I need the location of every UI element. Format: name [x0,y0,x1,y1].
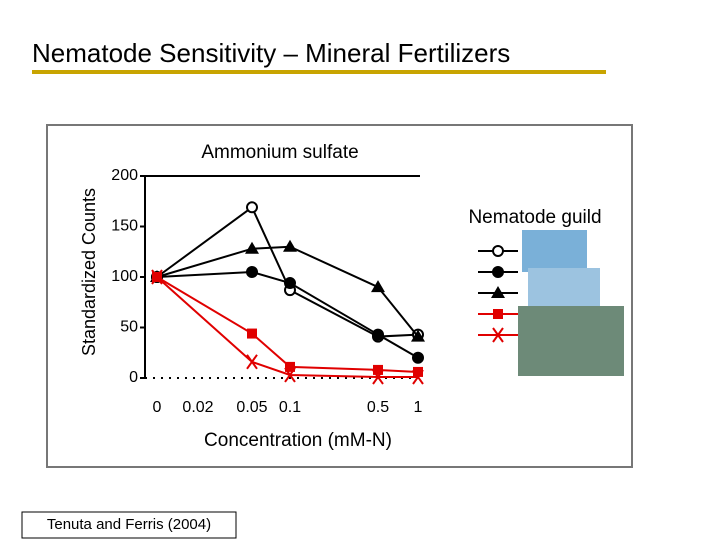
marker [492,266,504,278]
source-box [21,511,237,539]
marker [492,245,504,257]
marker [492,327,504,343]
marker [372,328,384,341]
y-tick-label: 50 [120,319,138,336]
marker [284,277,296,290]
x-tick-label: 1 [414,399,423,416]
y-tick-label: 200 [111,167,138,184]
nematode-image [518,306,624,376]
marker [411,329,425,342]
source: Tenuta and Ferris (2004) [47,516,211,533]
nematode-image [528,268,600,306]
marker [246,354,258,370]
marker [284,367,296,383]
marker [372,369,384,385]
marker [413,366,423,377]
x-tick-label: 0.05 [236,399,267,416]
y-tick-label: 0 [129,369,138,386]
x-tick-label: 0.02 [182,399,213,416]
marker [246,265,258,278]
marker [246,201,258,214]
x-tick-label: 0.5 [367,399,389,416]
marker [412,369,424,385]
y-axis-label: Standardized Counts [79,188,99,356]
marker [285,361,295,372]
marker [245,241,259,254]
chart-title: Nematode Sensitivity – Mineral Fertilize… [32,38,510,68]
marker [373,364,383,375]
marker [247,328,257,339]
nematode-image [522,230,587,272]
marker [283,239,297,252]
marker [493,309,503,319]
subtitle: Ammonium sulfate [201,142,358,163]
marker [412,351,424,364]
y-tick-label: 150 [111,218,138,235]
marker [491,286,505,298]
marker [371,280,385,293]
x-axis-label: Concentration (mM-N) [204,430,392,451]
x-tick-label: 0.1 [279,399,301,416]
y-tick-label: 100 [111,268,138,285]
legend-title: Nematode guild [468,207,601,228]
x-tick-label: 0 [153,399,162,416]
marker [151,269,163,285]
